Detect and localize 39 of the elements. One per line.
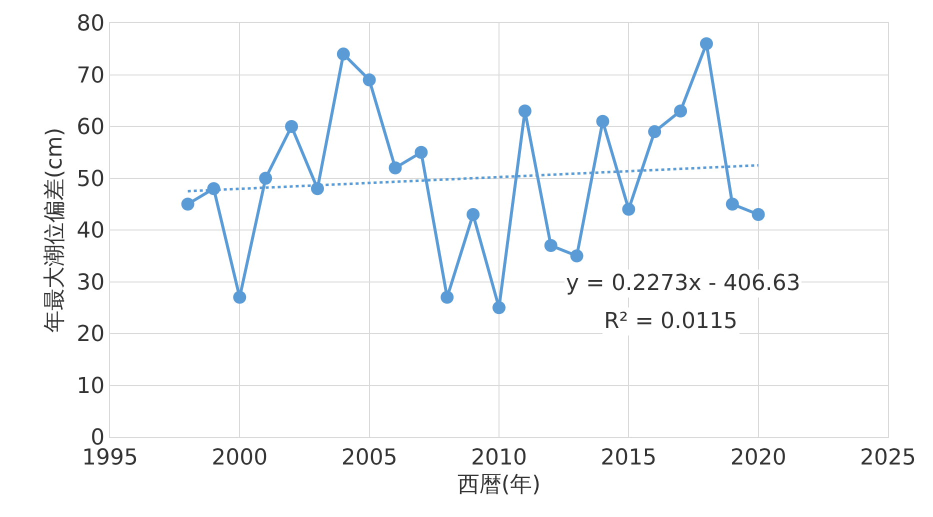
point (570, 249, 584, 262)
point (700, 37, 713, 50)
y-tick-label: 60 (76, 115, 105, 140)
point (440, 290, 454, 304)
point (466, 208, 480, 221)
x-tick-label: 2020 (730, 445, 786, 470)
point (674, 104, 688, 118)
point (726, 198, 739, 211)
y-tick-label: 80 (76, 12, 105, 37)
point (752, 208, 765, 221)
point (259, 172, 272, 185)
y-tick-label: 70 (76, 63, 105, 88)
point (492, 301, 506, 314)
y-tick-label: 30 (76, 270, 105, 296)
point (544, 239, 558, 252)
point (233, 290, 246, 304)
point (622, 202, 636, 216)
x-axis-title: 西暦(年) (457, 472, 541, 498)
x-tick-label: 2000 (212, 445, 268, 470)
point (648, 125, 662, 138)
point (388, 161, 402, 174)
y-tick-label: 20 (76, 322, 105, 348)
point (414, 146, 428, 159)
x-tick-label: 2010 (471, 445, 527, 470)
x-tick-label: 2005 (341, 445, 398, 470)
point (285, 120, 298, 133)
point (362, 73, 376, 86)
y-tick-label: 40 (76, 218, 105, 244)
point (181, 198, 194, 211)
y-axis-title: 年最大潮位偏差(cm) (42, 128, 68, 332)
point (596, 114, 610, 128)
point (518, 104, 532, 118)
point (336, 48, 350, 61)
y-tick-label: 50 (76, 166, 105, 192)
y-tick-label: 10 (76, 374, 105, 399)
x-tick-label: 2025 (860, 445, 916, 470)
annotation: R² = 0.0115 (604, 309, 738, 334)
annotation: y = 0.2273x - 406.63 (566, 271, 800, 296)
x-tick-label: 2015 (600, 445, 657, 470)
